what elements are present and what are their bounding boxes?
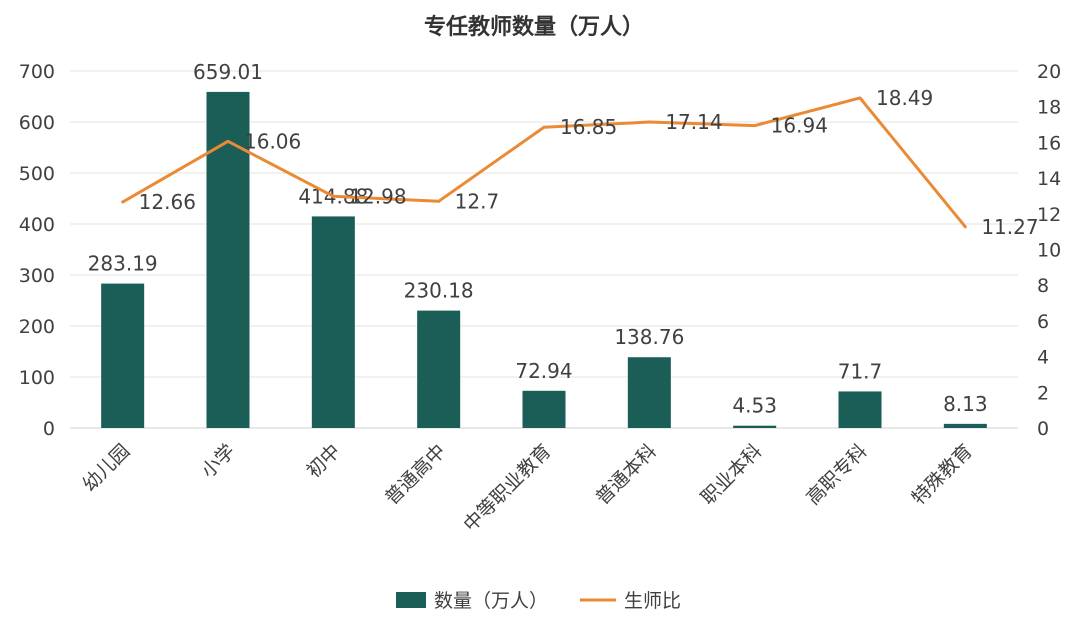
line-data-label: 11.27 — [981, 215, 1038, 239]
right-tick-label: 4 — [1037, 347, 1049, 369]
bar — [733, 425, 777, 428]
line-data-label: 16.06 — [244, 129, 301, 153]
category-label: 特殊教育 — [908, 440, 977, 509]
left-tick-label: 600 — [19, 112, 55, 134]
line-point — [542, 125, 546, 129]
bar — [522, 390, 566, 428]
line-data-label: 18.49 — [876, 86, 933, 110]
right-tick-label: 20 — [1037, 61, 1061, 83]
right-tick-label: 0 — [1037, 418, 1049, 440]
line-data-label: 12.66 — [139, 190, 196, 214]
right-tick-label: 18 — [1037, 97, 1061, 119]
chart-title: 专任教师数量（万人） — [424, 14, 644, 40]
bar-data-label: 4.53 — [732, 394, 777, 418]
line-point — [753, 124, 757, 128]
bar — [838, 391, 882, 428]
bar — [311, 216, 355, 428]
line-series: 12.66 16.06 12.98 12.7 16.85 17.14 16.94 18.49 1… — [121, 86, 1039, 239]
bar-data-label: 283.19 — [88, 252, 158, 276]
bar-data-label: 71.7 — [838, 359, 883, 383]
legend-label-bars: 数量（万人） — [434, 590, 548, 612]
right-tick-label: 12 — [1037, 204, 1061, 226]
right-tick-label: 16 — [1037, 132, 1061, 154]
left-tick-label: 200 — [19, 316, 55, 338]
line-data-label: 12.98 — [349, 184, 406, 208]
line-data-label: 17.14 — [665, 110, 722, 134]
left-tick-label: 500 — [19, 163, 55, 185]
left-tick-label: 700 — [19, 61, 55, 83]
bar-series: 283.19659.01414.88230.1872.94138.764.537… — [88, 60, 988, 428]
line-point — [963, 225, 967, 229]
bar — [943, 423, 987, 428]
right-tick-label: 2 — [1037, 382, 1049, 404]
line-point — [858, 96, 862, 100]
line-point — [647, 120, 651, 124]
line-point — [226, 139, 230, 143]
bar-data-label: 72.94 — [515, 359, 572, 383]
category-label: 高职专科 — [802, 440, 871, 509]
right-tick-label: 14 — [1037, 168, 1061, 190]
left-tick-label: 400 — [19, 214, 55, 236]
right-tick-label: 10 — [1037, 240, 1061, 262]
legend-swatch-bars — [396, 592, 426, 608]
line-data-label: 12.7 — [455, 189, 500, 213]
left-y-axis: 0 100 200 300 400 500 600 700 — [19, 61, 55, 440]
legend: 数量（万人） 生师比 — [396, 590, 681, 612]
bar — [101, 283, 145, 428]
left-tick-label: 100 — [19, 367, 55, 389]
category-label: 幼儿园 — [78, 440, 134, 496]
category-label: 中等职业教育 — [459, 440, 555, 536]
bar — [417, 310, 461, 428]
right-tick-label: 8 — [1037, 275, 1049, 297]
bar-data-label: 8.13 — [943, 392, 988, 416]
line-point — [437, 199, 441, 203]
line-point — [121, 200, 125, 204]
category-label: 初中 — [302, 440, 344, 482]
x-axis: 幼儿园 小学 初中 普通高中 中等职业教育 普通本科 职业本科 高职专科 特殊教育 — [78, 440, 977, 536]
line-data-label: 16.85 — [560, 115, 617, 139]
category-label: 小学 — [197, 440, 239, 482]
bar-data-label: 230.18 — [404, 279, 474, 303]
bar-data-label: 138.76 — [614, 325, 684, 349]
category-label: 普通高中 — [381, 440, 450, 509]
right-y-axis: 0 2 4 6 8 10 12 14 16 18 20 — [1037, 61, 1061, 440]
line-data-label: 16.94 — [771, 114, 828, 138]
category-label: 普通本科 — [592, 440, 661, 509]
legend-label-line: 生师比 — [624, 590, 681, 612]
bar-data-label: 659.01 — [193, 60, 263, 84]
bar — [627, 357, 671, 428]
left-tick-label: 0 — [43, 418, 55, 440]
left-tick-label: 300 — [19, 265, 55, 287]
category-label: 职业本科 — [697, 440, 766, 509]
right-tick-label: 6 — [1037, 311, 1049, 333]
line-point — [331, 194, 335, 198]
